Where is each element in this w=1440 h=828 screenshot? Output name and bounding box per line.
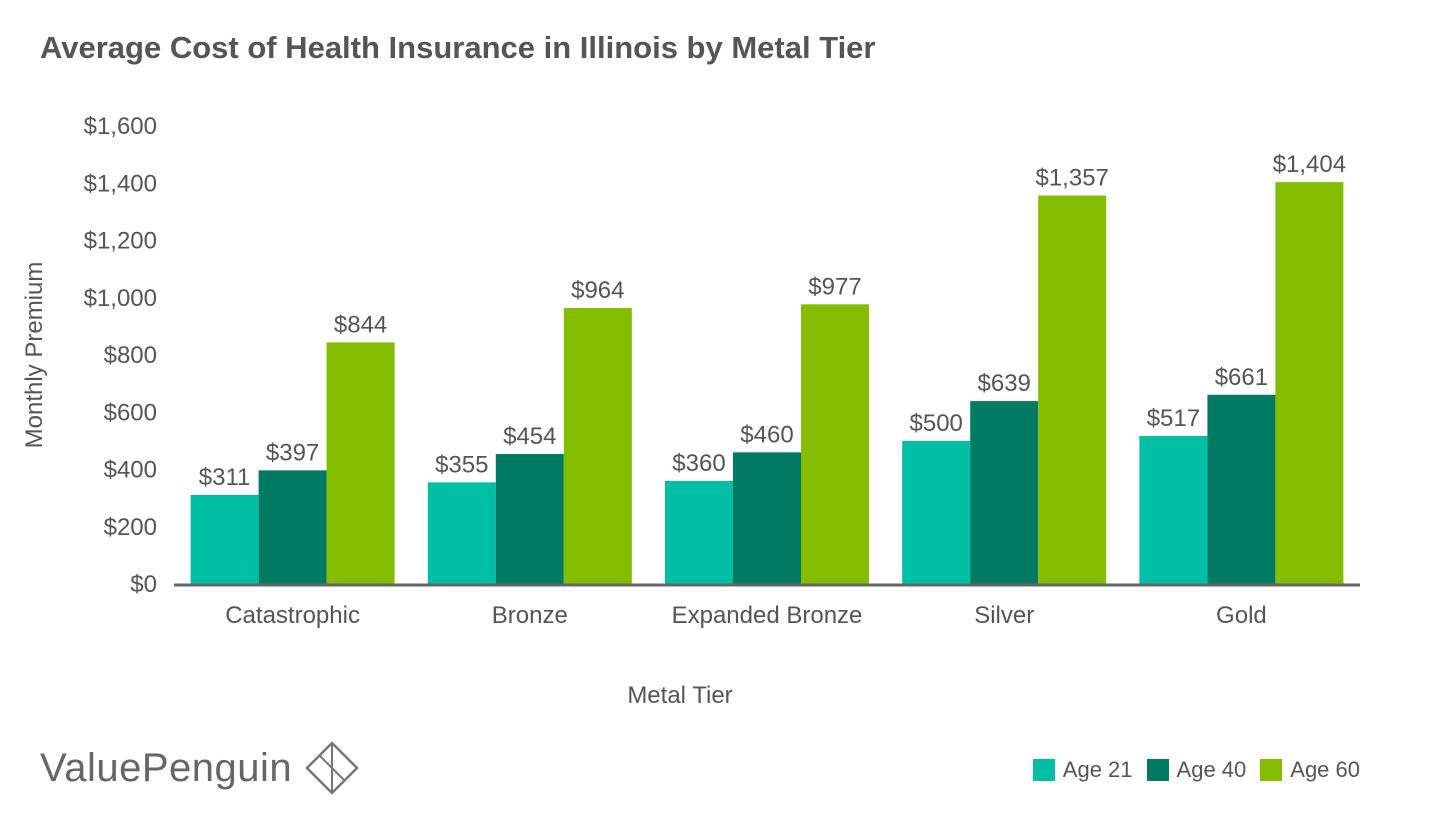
- bar: [1275, 182, 1344, 585]
- legend-item-age-21: Age 21: [1032, 757, 1133, 783]
- bar: [258, 470, 327, 584]
- data-label: $1,357: [1035, 165, 1108, 192]
- x-axis-title: Metal Tier: [627, 682, 732, 709]
- data-label: $397: [266, 439, 319, 466]
- legend: Age 21 Age 40 Age 60: [1032, 757, 1360, 783]
- bar: [1207, 394, 1276, 584]
- brand-name: ValuePenguin: [40, 745, 293, 790]
- bar: [563, 308, 632, 584]
- chart-title: Average Cost of Health Insurance in Illi…: [40, 30, 876, 65]
- y-tick-label: $0: [130, 571, 157, 598]
- data-label: $460: [740, 421, 793, 448]
- legend-label: Age 21: [1062, 757, 1133, 782]
- bar: [665, 480, 733, 584]
- y-tick-label: $600: [104, 399, 157, 426]
- bar: [801, 304, 869, 584]
- legend-item-age-60: Age 60: [1260, 757, 1360, 783]
- y-tick-label: $1,200: [84, 228, 157, 255]
- legend-label: Age 60: [1290, 757, 1360, 782]
- legend-swatch: [1260, 759, 1283, 781]
- y-tick-label: $1,000: [84, 285, 157, 312]
- data-label: $977: [808, 273, 861, 300]
- y-axis-title: Monthly Premium: [21, 262, 48, 449]
- y-tick-label: $400: [104, 457, 157, 484]
- data-label: $360: [672, 450, 725, 477]
- bar: [1038, 195, 1107, 584]
- data-label: $355: [435, 451, 488, 478]
- bar: [733, 452, 801, 584]
- data-label: $454: [503, 423, 556, 450]
- data-label: $844: [334, 311, 387, 338]
- bar: [970, 401, 1039, 584]
- x-tick-label: Expanded Bronze: [672, 602, 863, 629]
- data-label: $517: [1147, 405, 1200, 432]
- y-tick-label: $800: [104, 342, 157, 369]
- legend-label: Age 40: [1176, 757, 1247, 782]
- y-tick-label: $1,600: [84, 113, 157, 140]
- data-label: $500: [910, 410, 963, 437]
- bar: [1139, 436, 1208, 584]
- data-label: $1,404: [1273, 151, 1346, 178]
- brand: ValuePenguin: [40, 740, 360, 796]
- legend-swatch: [1032, 759, 1055, 781]
- data-label: $311: [199, 464, 251, 491]
- x-tick-label: Bronze: [492, 602, 568, 629]
- data-label: $964: [571, 277, 624, 304]
- diamond-logo-icon: [305, 741, 359, 795]
- data-label: $639: [978, 370, 1031, 397]
- legend-item-age-40: Age 40: [1146, 757, 1247, 783]
- bar: [190, 494, 259, 584]
- x-tick-label: Silver: [974, 602, 1034, 629]
- x-tick-label: Catastrophic: [225, 602, 360, 629]
- data-label: $661: [1215, 364, 1268, 391]
- bar: [326, 342, 395, 584]
- legend-swatch: [1146, 759, 1169, 781]
- x-tick-label: Gold: [1216, 602, 1267, 629]
- bar: [427, 482, 496, 584]
- y-tick-label: $200: [104, 514, 157, 541]
- bar: [902, 440, 971, 584]
- bar: [495, 454, 564, 584]
- y-tick-label: $1,400: [84, 170, 157, 197]
